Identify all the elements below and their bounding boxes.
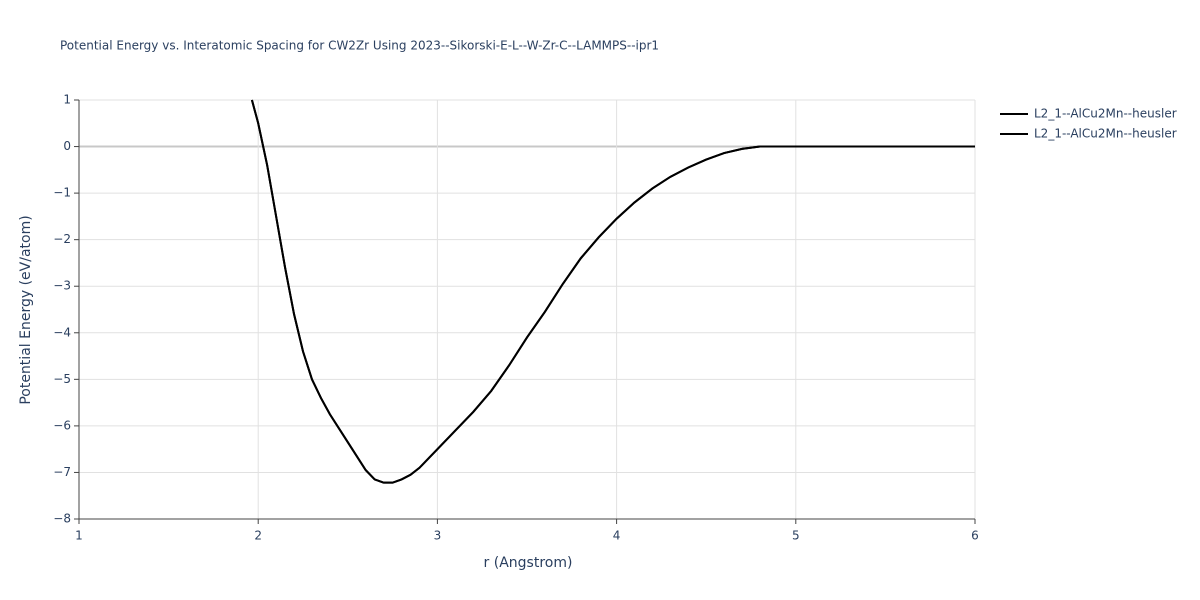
x-tick-label: 3: [434, 529, 442, 543]
y-tick-label: −7: [53, 465, 71, 479]
y-tick-label: 0: [63, 139, 71, 153]
y-tick-label: −6: [53, 418, 71, 432]
x-tick-label: 5: [792, 529, 800, 543]
y-tick-label: 1: [63, 93, 71, 107]
legend-label: L2_1--AlCu2Mn--heusler: [1034, 107, 1177, 121]
y-tick-label: −8: [53, 512, 71, 526]
x-axis-label: r (Angstrom): [484, 555, 573, 571]
chart-title: Potential Energy vs. Interatomic Spacing…: [60, 39, 659, 53]
y-tick-label: −3: [53, 279, 71, 293]
data-line: [250, 99, 975, 484]
legend-label: L2_1--AlCu2Mn--heusler: [1034, 127, 1177, 141]
y-tick-label: −1: [53, 186, 71, 200]
data-line: [250, 99, 975, 484]
x-tick-label: 1: [75, 529, 83, 543]
x-tick-label: 4: [613, 529, 621, 543]
y-axis-label: Potential Energy (eV/atom): [18, 215, 34, 404]
y-tick-label: −4: [53, 325, 71, 339]
y-tick-label: −5: [53, 372, 71, 386]
y-tick-label: −2: [53, 232, 71, 246]
x-tick-label: 2: [254, 529, 262, 543]
x-tick-label: 6: [971, 529, 979, 543]
